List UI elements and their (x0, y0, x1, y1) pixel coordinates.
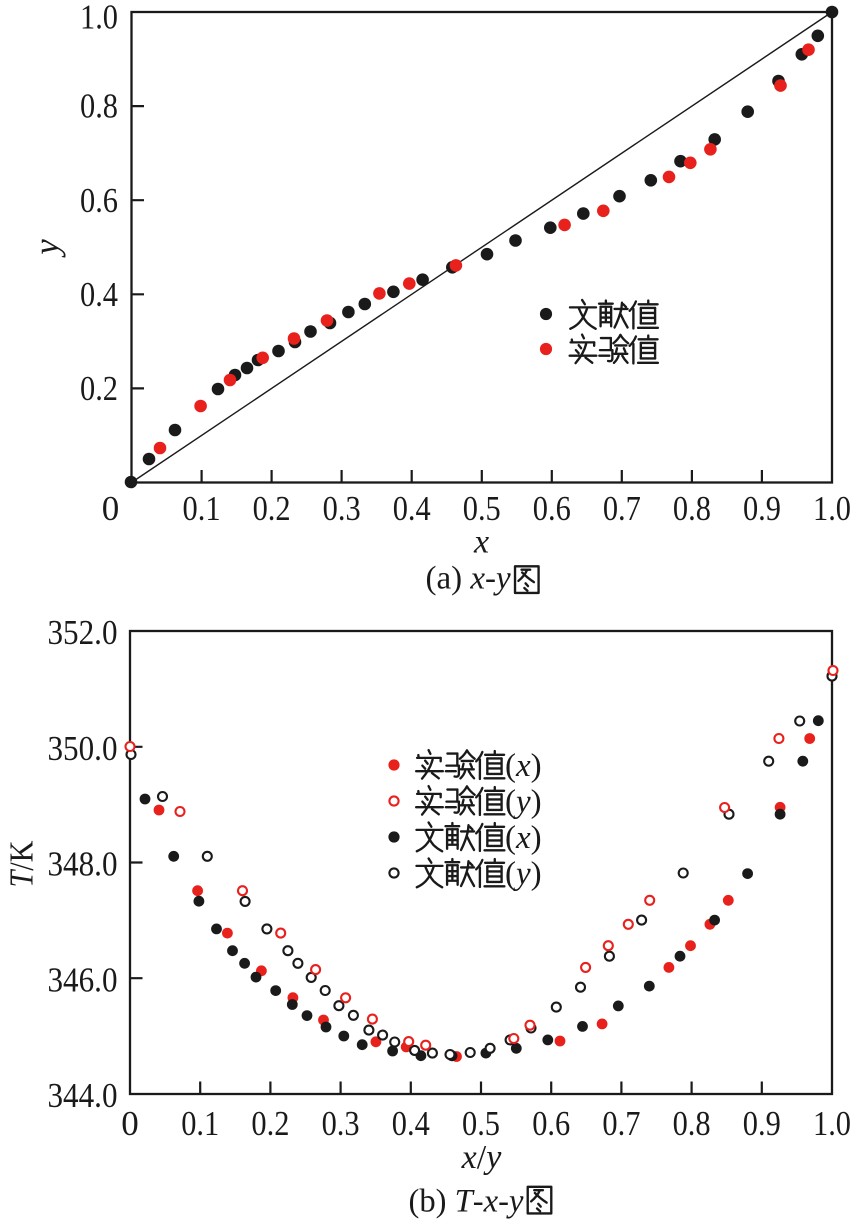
svg-text:0.8: 0.8 (673, 489, 711, 528)
svg-text:1.0: 1.0 (80, 0, 118, 37)
svg-text:(y): (y) (505, 856, 542, 892)
svg-text:0.5: 0.5 (463, 489, 501, 528)
svg-text:0.5: 0.5 (462, 1104, 500, 1143)
svg-text:344.0: 344.0 (48, 1076, 118, 1115)
svg-text:346.0: 346.0 (48, 960, 118, 999)
svg-text:T/K: T/K (4, 840, 41, 887)
svg-text:0.4: 0.4 (393, 489, 431, 528)
svg-text:350.0: 350.0 (48, 729, 118, 768)
svg-text:0.6: 0.6 (533, 489, 571, 528)
svg-text:0: 0 (102, 489, 120, 528)
svg-text:(x): (x) (505, 820, 542, 856)
svg-text:0.8: 0.8 (80, 87, 118, 126)
svg-text:0.2: 0.2 (251, 1104, 289, 1143)
svg-text:0: 0 (121, 1104, 139, 1143)
svg-text:0.9: 0.9 (743, 1104, 781, 1143)
svg-text:x: x (473, 524, 489, 561)
svg-text:0.2: 0.2 (80, 369, 118, 408)
svg-text:0.2: 0.2 (253, 489, 291, 528)
svg-text:1.0: 1.0 (813, 1104, 851, 1143)
svg-text:(y): (y) (505, 784, 542, 820)
svg-text:x/y: x/y (461, 1139, 503, 1176)
svg-text:y: y (27, 239, 66, 258)
svg-text:0.4: 0.4 (80, 275, 118, 314)
svg-text:(b) T-x-y: (b) T-x-y (409, 1184, 524, 1220)
svg-text:0.7: 0.7 (602, 1104, 640, 1143)
svg-text:0.6: 0.6 (532, 1104, 570, 1143)
svg-text:(x): (x) (505, 748, 542, 784)
svg-text:0.1: 0.1 (183, 489, 221, 528)
svg-text:0.9: 0.9 (743, 489, 781, 528)
svg-text:348.0: 348.0 (48, 845, 118, 884)
svg-text:0.1: 0.1 (181, 1104, 219, 1143)
svg-text:0.4: 0.4 (392, 1104, 430, 1143)
svg-text:352.0: 352.0 (48, 613, 118, 652)
svg-text:0.3: 0.3 (322, 1104, 360, 1143)
svg-text:0.8: 0.8 (673, 1104, 711, 1143)
svg-text:0.3: 0.3 (323, 489, 361, 528)
svg-text:(a) x-y: (a) x-y (426, 561, 512, 597)
svg-text:0.6: 0.6 (80, 181, 118, 220)
svg-text:0.7: 0.7 (603, 489, 641, 528)
svg-text:1.0: 1.0 (813, 489, 851, 528)
